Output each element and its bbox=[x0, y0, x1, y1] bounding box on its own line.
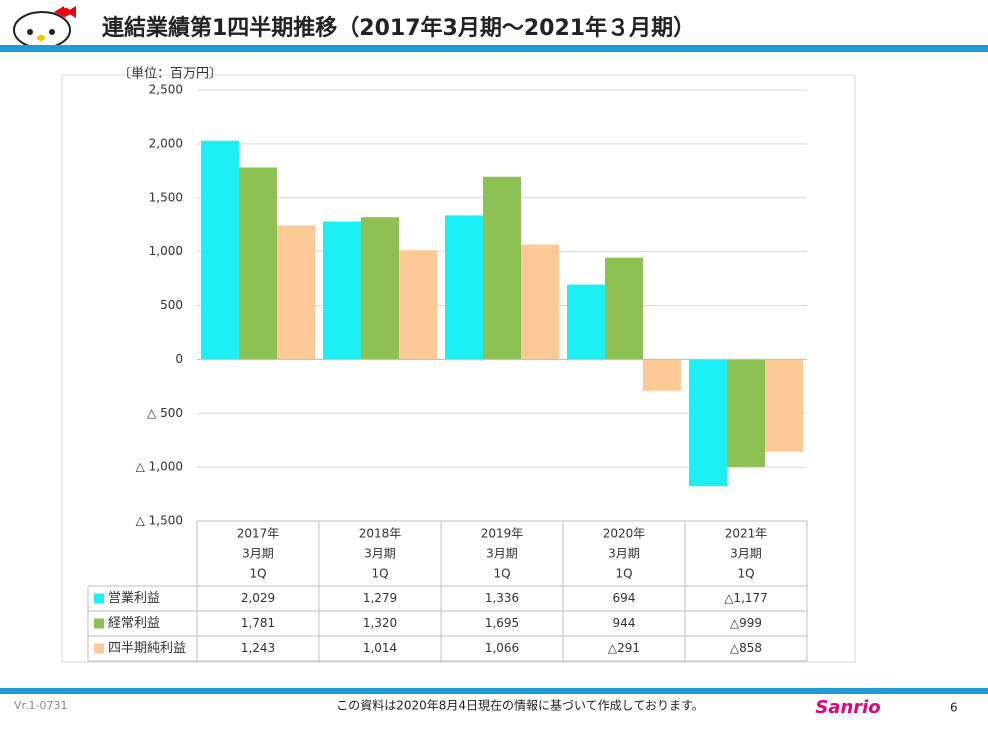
x-tick-label: 3月期 bbox=[730, 547, 762, 561]
table-value: 1,695 bbox=[485, 616, 519, 630]
y-tick-label: 0 bbox=[175, 352, 183, 366]
x-tick-label: 2019年 bbox=[481, 527, 524, 541]
bar bbox=[605, 257, 643, 360]
version: Vr.1-0731 bbox=[14, 699, 68, 712]
x-tick-label: 2021年 bbox=[725, 527, 768, 541]
y-tick-label: △ 1,000 bbox=[136, 460, 183, 474]
x-tick-label: 3月期 bbox=[364, 547, 396, 561]
footer-rule bbox=[0, 688, 988, 694]
bar bbox=[727, 359, 765, 468]
table-value: △291 bbox=[608, 641, 640, 655]
bar bbox=[201, 140, 239, 360]
table-value: 1,066 bbox=[485, 641, 519, 655]
x-tick-label: 2018年 bbox=[359, 527, 402, 541]
table-value: 1,014 bbox=[363, 641, 397, 655]
bar bbox=[361, 217, 399, 360]
bar bbox=[445, 215, 483, 360]
chart: △ 1,500 △ 1,000 △ 500 0 500 1,000 1,500 2,000 2,… bbox=[87, 83, 808, 662]
legend-swatch bbox=[94, 643, 104, 654]
bar bbox=[399, 250, 437, 360]
table-value: 2,029 bbox=[241, 591, 275, 605]
legend-label: 経常利益 bbox=[108, 616, 160, 631]
x-tick-label: 3月期 bbox=[486, 547, 518, 561]
x-tick-label: 2017年 bbox=[237, 527, 280, 541]
table-value: 1,279 bbox=[363, 591, 397, 605]
page-number: 6 bbox=[950, 701, 958, 715]
x-tick-label: 1Q bbox=[371, 567, 388, 581]
bar bbox=[483, 176, 521, 360]
x-tick-label: 3月期 bbox=[608, 547, 640, 561]
footer-note: この資料は2020年8月4日現在の情報に基づいて作成しております。 bbox=[336, 699, 704, 713]
y-tick-label: △ 1,500 bbox=[136, 514, 183, 528]
brand-logo: Sanrio bbox=[815, 697, 880, 718]
y-tick-label: △ 500 bbox=[147, 406, 183, 420]
table-value: △858 bbox=[730, 641, 762, 655]
table-value: 1,781 bbox=[241, 616, 275, 630]
legend-label: 四半期純利益 bbox=[108, 641, 186, 656]
unit-label: 〔単位：百万円〕 bbox=[118, 66, 222, 82]
bar bbox=[277, 225, 315, 360]
x-tick-label: 1Q bbox=[249, 567, 266, 581]
table-value: 1,243 bbox=[241, 641, 275, 655]
slide-title: 連結業績第1四半期推移（2017年3月期～2021年３月期） bbox=[102, 15, 695, 41]
table-value: 1,336 bbox=[485, 591, 519, 605]
table-value: 694 bbox=[613, 591, 636, 605]
table-value: 944 bbox=[613, 616, 636, 630]
x-tick-label: 1Q bbox=[737, 567, 754, 581]
bar bbox=[323, 221, 361, 360]
bar bbox=[765, 359, 803, 452]
x-tick-label: 1Q bbox=[493, 567, 510, 581]
y-tick-label: 2,500 bbox=[149, 83, 183, 97]
table-value: △1,177 bbox=[724, 591, 768, 605]
y-tick-label: 1,500 bbox=[149, 190, 183, 204]
header-rule bbox=[0, 45, 988, 52]
y-tick-label: 2,000 bbox=[149, 136, 183, 150]
bar bbox=[239, 167, 277, 360]
bar bbox=[689, 359, 727, 487]
x-tick-label: 3月期 bbox=[242, 547, 274, 561]
bar bbox=[567, 284, 605, 360]
chart-frame bbox=[61, 74, 856, 663]
kitty-icon bbox=[13, 6, 76, 49]
y-tick-label: 1,000 bbox=[149, 244, 183, 258]
legend-label: 営業利益 bbox=[108, 590, 160, 606]
legend-swatch bbox=[94, 618, 104, 629]
x-tick-label: 1Q bbox=[615, 567, 632, 581]
bar bbox=[521, 244, 559, 360]
table-value: 1,320 bbox=[363, 616, 397, 630]
bar bbox=[643, 359, 681, 391]
table-value: △999 bbox=[730, 616, 762, 630]
x-tick-label: 2020年 bbox=[603, 527, 646, 541]
y-tick-label: 500 bbox=[160, 298, 183, 312]
legend-swatch bbox=[94, 593, 104, 604]
